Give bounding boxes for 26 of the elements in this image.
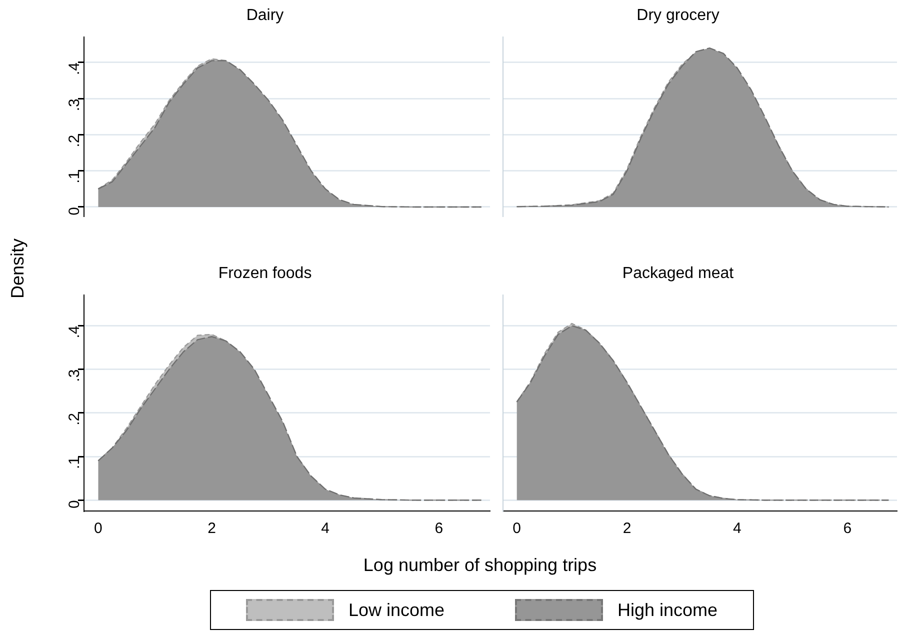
x-tick-label: 2 [208,520,216,538]
y-tick-label: .3 [66,369,84,382]
x-tick-label: 0 [512,520,521,538]
chart-title: Frozen foods [218,265,312,282]
x-tick-label: 2 [622,520,632,538]
y-tick-label: .4 [66,62,84,75]
chart-title: Dairy [246,7,284,24]
y-tick-label: .1 [66,456,84,470]
x-tick-label: 4 [733,520,742,538]
y-tick-label: .4 [66,326,84,338]
x-tick-label: 4 [321,520,330,538]
chart-title: Dry grocery [636,7,720,24]
legend-label: Low income [348,600,445,620]
y-tick-label: .2 [66,412,84,426]
legend-label: High income [617,600,718,620]
y-tick-label: 0 [66,206,84,216]
x-tick-label: 0 [94,520,102,538]
y-tick-label: 0 [66,500,84,508]
chart-title: Packaged meat [622,265,734,282]
x-axis-title: Log number of shopping trips [362,555,598,576]
y-tick-label: .3 [66,98,84,112]
y-tick-label: .1 [66,170,84,184]
x-tick-label: 6 [843,520,852,538]
y-tick-label: .2 [66,134,84,148]
y-axis-title: Density [8,238,28,298]
x-tick-label: 6 [434,520,444,538]
